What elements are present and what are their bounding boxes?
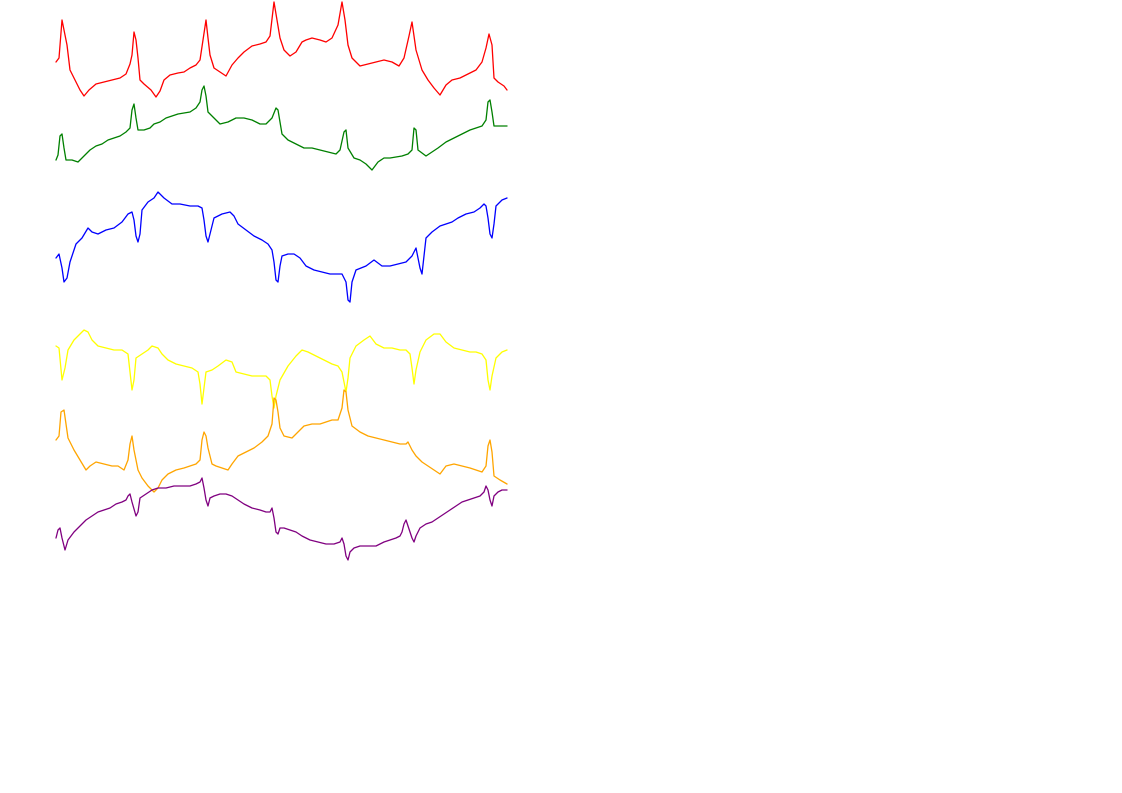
trace-2 (55, 85, 508, 171)
trace-6 (55, 477, 508, 561)
traces-group (55, 1, 508, 561)
trace-1 (55, 1, 508, 98)
trace-4 (55, 329, 508, 409)
trace-5 (55, 389, 508, 493)
trace-3 (55, 191, 508, 303)
